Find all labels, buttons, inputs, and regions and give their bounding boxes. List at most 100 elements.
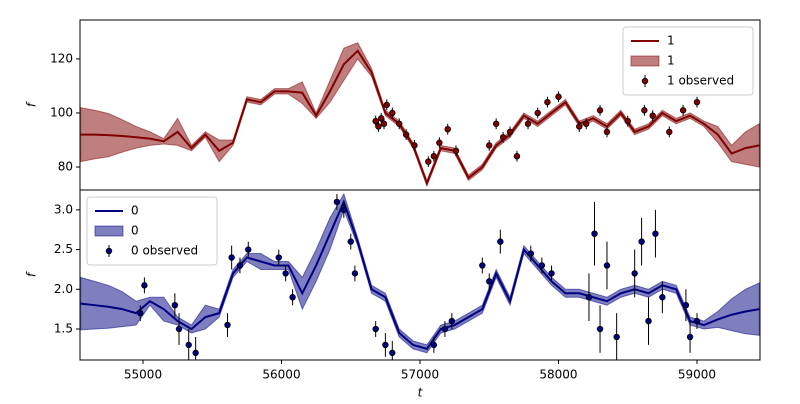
observed-point (444, 125, 451, 133)
observed-point (275, 254, 282, 261)
observed-point (506, 128, 514, 136)
legend-label: 0 (131, 204, 139, 218)
observed-point (383, 101, 390, 109)
observed-point (372, 117, 379, 125)
observed-point (452, 147, 460, 155)
observed-point (538, 262, 546, 269)
x-axis-label: t (418, 386, 424, 400)
observed-point (499, 134, 507, 141)
observed-point (378, 115, 385, 122)
observed-point (492, 120, 500, 127)
observed-point (544, 98, 551, 106)
observed-point (652, 230, 659, 237)
y-tick-label: 80 (58, 160, 73, 174)
observed-point (351, 270, 359, 277)
observed-point (591, 230, 598, 237)
observed-point (375, 123, 382, 130)
legend-swatch (94, 225, 124, 237)
observed-point (693, 98, 701, 106)
observed-point (527, 250, 534, 257)
y-tick-label: 2.0 (54, 282, 73, 296)
observed-point (682, 301, 690, 309)
observed-point (548, 270, 555, 277)
observed-point (686, 333, 694, 341)
y-tick-label: 3.0 (54, 202, 73, 216)
observed-point (693, 317, 701, 325)
x-tick-label: 57000 (401, 368, 439, 382)
observed-point (534, 109, 541, 117)
observed-point (603, 128, 611, 136)
axes-frame (79, 189, 761, 361)
legend-swatch (105, 247, 113, 255)
observed-point (596, 325, 604, 333)
observed-point (486, 278, 493, 285)
observed-point (497, 238, 504, 245)
observed-point (192, 349, 199, 357)
x-tick-label: 58000 (539, 368, 577, 382)
observed-point (236, 262, 244, 269)
observed-point (666, 128, 673, 136)
observed-point (245, 246, 252, 253)
observed-point (333, 198, 341, 206)
observed-point (624, 117, 631, 125)
model-line (80, 199, 760, 351)
observed-point (448, 317, 456, 325)
observed-point (171, 301, 179, 309)
observed-point (224, 321, 231, 329)
confidence-band (80, 192, 760, 354)
observed-point (582, 120, 590, 127)
plot-area (80, 42, 760, 188)
observed-point (479, 262, 486, 269)
observed-point (411, 142, 418, 149)
y-tick-label: 2.5 (54, 242, 73, 256)
observed-point (228, 254, 235, 261)
x-tick-label: 59000 (678, 368, 716, 382)
observed-point (137, 309, 144, 317)
observed-point (513, 153, 521, 160)
observed-point (576, 123, 583, 130)
observed-point (486, 142, 493, 149)
y-tick-label: 120 (50, 51, 73, 65)
model-line (80, 49, 760, 187)
plot-area (80, 192, 760, 360)
observed-point (603, 262, 611, 269)
observed-point (380, 120, 388, 127)
observed-point (679, 107, 687, 114)
observed-point (649, 112, 656, 119)
observed-point (596, 107, 604, 114)
observed-point (425, 158, 432, 165)
observed-point (585, 294, 593, 301)
y-tick-label: 100 (50, 105, 73, 119)
observed-point (430, 341, 438, 349)
observed-point (555, 93, 562, 100)
observed-point (389, 109, 396, 117)
observed-point (645, 317, 652, 325)
y-tick-label: 1.5 (54, 322, 73, 336)
legend-label: 1 (667, 34, 675, 48)
legend-label: 1 (667, 54, 675, 68)
y-axis-label: f (25, 271, 39, 277)
observed-point (175, 325, 183, 333)
observed-point (441, 325, 449, 333)
observed-point (659, 294, 666, 301)
observed-point (524, 120, 532, 127)
observed-point (141, 282, 148, 289)
legend-label: 1 observed (667, 74, 734, 88)
legend-swatch (630, 55, 660, 67)
legend-label: 0 (131, 224, 139, 238)
legend-swatch (641, 77, 649, 85)
observed-point (347, 238, 354, 245)
observed-point (372, 325, 379, 333)
observed-point (402, 131, 410, 138)
observed-point (185, 341, 192, 349)
observed-point (436, 139, 443, 146)
observed-point (613, 333, 620, 341)
x-tick-label: 55000 (124, 368, 162, 382)
x-tick-label: 56000 (262, 368, 300, 382)
observed-point (430, 153, 438, 160)
legend-box (622, 26, 754, 96)
observed-point (382, 341, 389, 349)
observed-point (289, 294, 296, 301)
observed-point (340, 206, 348, 214)
